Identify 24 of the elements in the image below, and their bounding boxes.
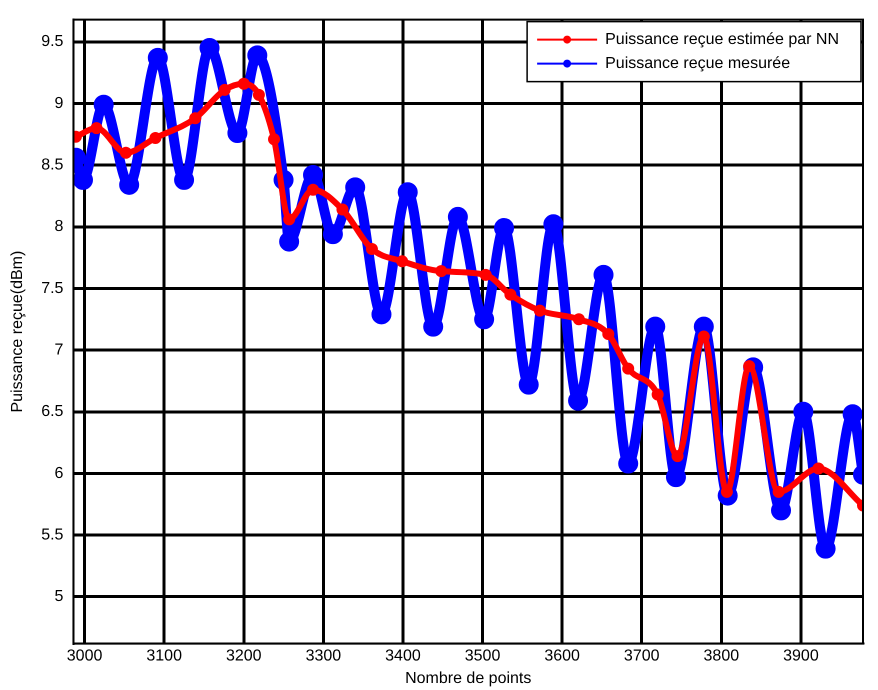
x-tick-label: 3500 [464,648,500,665]
x-tick-label: 3300 [306,648,342,665]
legend-label: Puissance reçue estimée par NN [605,31,840,48]
y-tick-label: 7.5 [41,280,64,297]
x-axis-title: Nombre de points [405,670,532,687]
y-tick-label: 9.5 [41,33,64,50]
y-axis-title: Puissance reçue(dBm) [9,250,26,413]
x-tick-label: 3900 [783,648,819,665]
y-tick-label: 9 [54,94,64,112]
y-tick-label: 7 [54,342,64,359]
y-tick-label: 8 [54,218,64,236]
x-tick-label: 3000 [66,648,102,665]
y-tick-label: 6 [54,464,64,482]
x-tick-label: 3200 [226,648,262,665]
y-tick-label: 5 [54,588,64,606]
y-tick-label: 6.5 [41,403,64,420]
y-tick-label: 5.5 [41,526,64,544]
x-tick-label: 3100 [146,648,182,665]
y-tick-label: 8.5 [41,156,64,174]
legend-label: Puissance reçue mesurée [605,55,790,72]
x-tick-label: 3700 [624,648,660,665]
x-tick-label: 3400 [385,648,421,665]
x-tick-label: 3600 [544,648,580,665]
x-tick-label: 3800 [704,648,740,665]
